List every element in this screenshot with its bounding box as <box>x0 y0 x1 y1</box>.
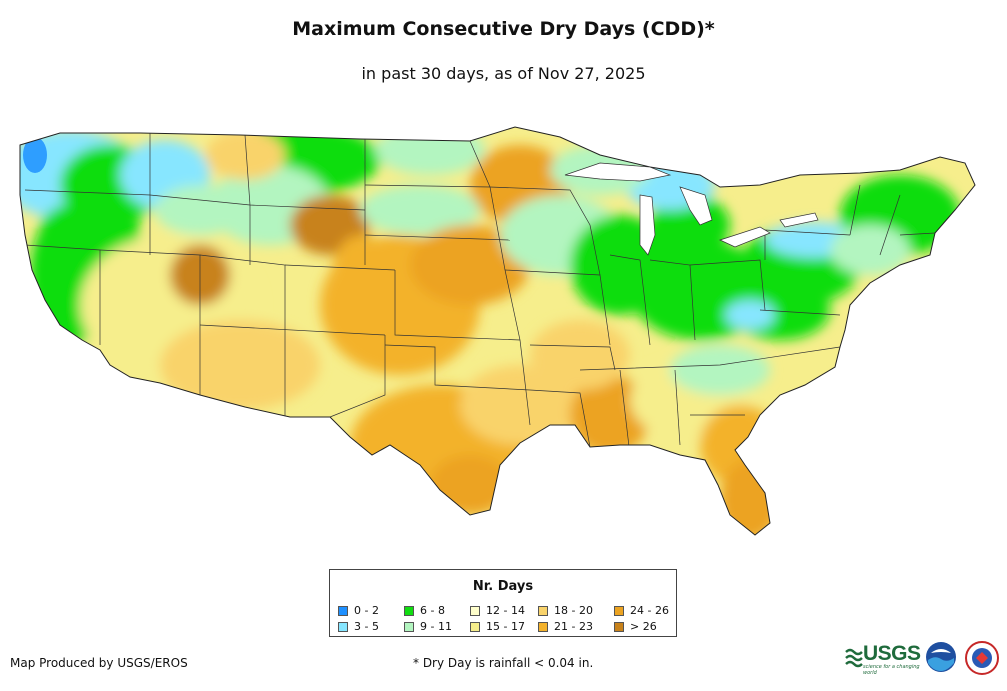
usgs-wordmark: USGS <box>863 642 921 665</box>
legend-swatch <box>614 605 624 616</box>
state-boundaries <box>24 133 936 456</box>
legend-item: 24 - 26 <box>614 604 669 617</box>
lake-superior <box>564 162 672 182</box>
legend-item: 12 - 14 <box>470 604 525 617</box>
noaa-logo-icon <box>926 642 956 672</box>
usgs-tagline: science for a changing world <box>863 664 920 676</box>
dry-day-note: * Dry Day is rainfall < 0.04 in. <box>413 656 594 670</box>
legend-swatch <box>538 605 548 616</box>
nws-logo-icon <box>965 641 999 675</box>
legend-label: > 26 <box>630 620 657 633</box>
legend-label: 3 - 5 <box>354 620 379 633</box>
legend-title: Nr. Days <box>472 579 534 594</box>
wet-spot-wa <box>23 137 47 173</box>
legend-label: 15 - 17 <box>486 620 525 633</box>
legend-swatch <box>404 621 414 632</box>
legend: Nr. Days 0 - 2 3 - 5 6 - 8 9 - 11 12 - 14 15 … <box>329 569 677 637</box>
legend-label: 21 - 23 <box>554 620 593 633</box>
legend-label: 18 - 20 <box>554 604 593 617</box>
us-outline <box>19 126 976 536</box>
legend-item: 9 - 11 <box>404 620 452 633</box>
legend-swatch <box>470 621 480 632</box>
great-lakes <box>564 162 819 256</box>
legend-item: 21 - 23 <box>538 620 593 633</box>
legend-label: 0 - 2 <box>354 604 379 617</box>
legend-swatch <box>338 621 348 632</box>
producer-credit: Map Produced by USGS/EROS <box>10 656 188 670</box>
legend-item: 18 - 20 <box>538 604 593 617</box>
legend-label: 12 - 14 <box>486 604 525 617</box>
legend-label: 24 - 26 <box>630 604 669 617</box>
legend-swatch <box>470 605 480 616</box>
legend-swatch <box>404 605 414 616</box>
legend-item: 15 - 17 <box>470 620 525 633</box>
legend-swatch <box>538 621 548 632</box>
legend-swatch <box>614 621 624 632</box>
lake-huron <box>679 186 713 226</box>
legend-item: 3 - 5 <box>338 620 379 633</box>
legend-item: 6 - 8 <box>404 604 445 617</box>
map-subtitle: in past 30 days, as of Nov 27, 2025 <box>361 64 646 83</box>
legend-label: 6 - 8 <box>420 604 445 617</box>
legend-label: 9 - 11 <box>420 620 452 633</box>
lake-erie <box>719 226 771 248</box>
lake-michigan <box>639 194 656 256</box>
cdd-map <box>19 126 976 536</box>
map-title: Maximum Consecutive Dry Days (CDD)* <box>292 18 715 40</box>
lake-ontario <box>779 212 819 228</box>
legend-item: > 26 <box>614 620 657 633</box>
legend-item: 0 - 2 <box>338 604 379 617</box>
usgs-wave-icon <box>845 648 863 668</box>
legend-swatch <box>338 605 348 616</box>
usgs-logo: USGS science for a changing world <box>845 642 921 676</box>
